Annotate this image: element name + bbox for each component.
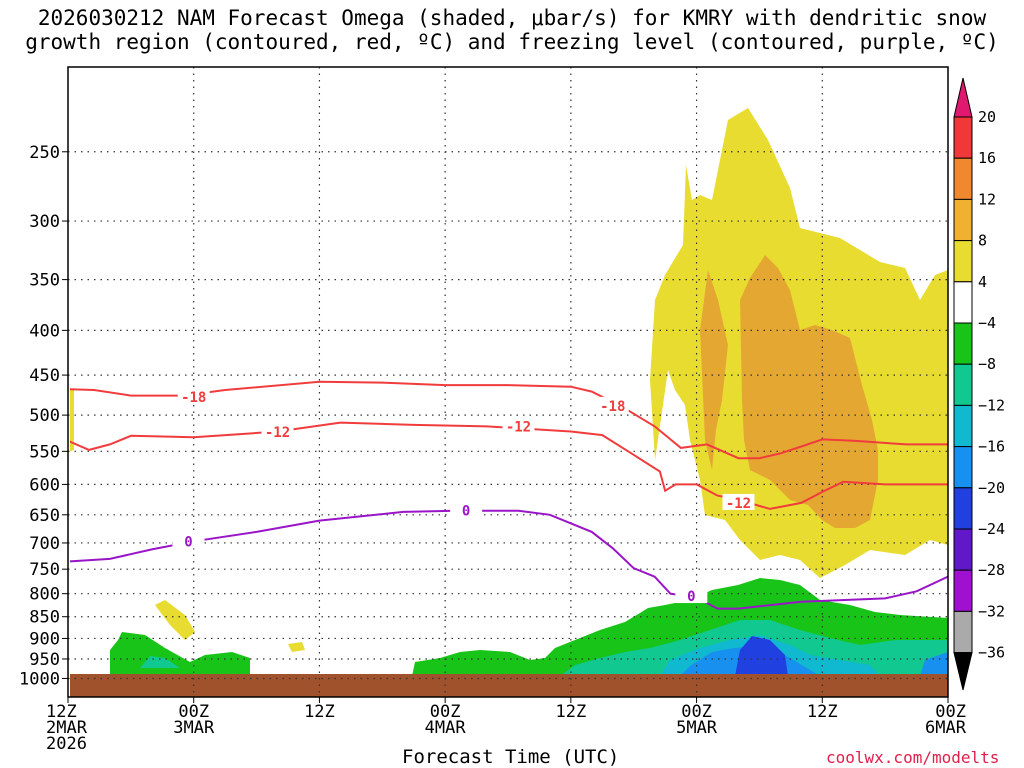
colorbar-label-5: −4 [978, 314, 996, 332]
x-tick-label-12-2: 3MAR [173, 718, 215, 738]
x-tick-label-84-2: 6MAR [925, 718, 967, 738]
colorbar-band-3 [953, 198, 973, 242]
y-tick-label-250: 250 [29, 143, 60, 163]
colorbar-label-12: −32 [978, 602, 1005, 620]
y-tick-label-950: 950 [29, 650, 60, 670]
contour-label-0-1: -18 [600, 399, 625, 415]
colorbar-band-5 [953, 281, 973, 324]
y-tick-label-700: 700 [29, 534, 60, 554]
omega-shade-4-8-dot [288, 642, 305, 652]
contour-label-bg-2-2 [675, 587, 708, 604]
omega-shading [70, 108, 948, 697]
y-tick-label-650: 650 [29, 506, 60, 526]
omega-shade-4-8-edge [70, 388, 74, 452]
y-axis: 2503003504004505005506006507007508008509… [19, 143, 68, 689]
contour-label-0-0: -18 [181, 390, 206, 406]
contour-label-2-2: 0 [687, 589, 695, 605]
contour-lines: -18 -18 -12 -12 -12 0 0 0 [70, 380, 948, 610]
y-tick-label-450: 450 [29, 366, 60, 386]
contour-label-1-1: -12 [506, 419, 531, 435]
contour-label-bg-2-0 [172, 532, 205, 549]
omega-shade-neg16-neg20-right [920, 652, 948, 676]
y-tick-label-550: 550 [29, 442, 60, 462]
colorbar-label-8: −16 [978, 438, 1005, 456]
contour-label-1-0: -12 [265, 425, 290, 441]
colorbar-label-6: −8 [978, 355, 996, 373]
colorbar-band-2 [953, 157, 973, 200]
omega-shade-8-12 [740, 255, 878, 528]
contour-label-2-1: 0 [462, 504, 470, 520]
colorbar-band-4 [953, 240, 973, 283]
y-tick-label-350: 350 [29, 271, 60, 291]
omega-shade-4-8-small [155, 600, 195, 640]
contour-label-bg-2-1 [450, 501, 483, 518]
colorbar-top-arrow [953, 77, 973, 118]
contour-label-bg-0-1 [596, 396, 629, 413]
contour-label-bg-1-1 [502, 417, 535, 434]
omega-shade-8-12-left [700, 270, 728, 470]
contour-label-1-2: -12 [726, 496, 751, 512]
colorbar-band-12 [953, 569, 973, 612]
x-tick-label-0-3: 2026 [46, 734, 87, 754]
colorbar-band-10 [953, 487, 973, 530]
colorbar-band-1 [953, 116, 973, 159]
x-tick-label-48-1: 12Z [555, 702, 586, 722]
colorbar-band-9 [953, 446, 973, 489]
colorbar-label-0: 20 [978, 108, 996, 126]
x-tick-label-72-1: 12Z [807, 702, 838, 722]
x-tick-label-0-2: 2MAR [46, 718, 88, 738]
x-tick-label-12-1: 00Z [178, 702, 209, 722]
contour-line-1--12 [70, 421, 948, 510]
contour-label-bg-1-2 [722, 493, 755, 510]
colorbar-label-7: −12 [978, 396, 1005, 414]
colorbar-bottom-arrow [953, 652, 973, 691]
x-tick-label-60-1: 00Z [681, 702, 712, 722]
omega-shade-neg20-neg24 [735, 636, 788, 676]
grid-lines [68, 67, 948, 697]
colorbar-label-13: −36 [978, 644, 1005, 662]
contour-label-bg-0-0 [177, 388, 210, 405]
contour-label-bg-1-0 [261, 423, 294, 440]
colorbar-label-4: 4 [978, 273, 987, 291]
y-tick-label-900: 900 [29, 629, 60, 649]
x-tick-label-36-2: 4MAR [425, 718, 467, 738]
plot-frame [67, 66, 949, 698]
colorbar-label-9: −20 [978, 479, 1005, 497]
x-axis-label: Forecast Time (UTC) [402, 746, 620, 768]
y-tick-label-850: 850 [29, 608, 60, 628]
y-tick-label-750: 750 [29, 560, 60, 580]
colorbar-label-10: −24 [978, 520, 1005, 538]
x-tick-label-36-1: 00Z [430, 702, 461, 722]
x-tick-label-84-1: 00Z [935, 702, 966, 722]
colorbar-label-3: 8 [978, 232, 987, 250]
y-tick-label-500: 500 [29, 406, 60, 426]
chart-title: 2026030212 NAM Forecast Omega (shaded, μ… [0, 6, 1024, 54]
contour-label-2-0: 0 [184, 534, 192, 550]
colorbar-label-11: −28 [978, 561, 1005, 579]
contour-line-2-0 [70, 509, 948, 610]
y-tick-label-800: 800 [29, 585, 60, 605]
y-tick-label-400: 400 [29, 321, 60, 341]
ground-fill [70, 674, 948, 697]
colorbar-band-7 [953, 363, 973, 406]
x-tick-label-60-2: 5MAR [676, 718, 718, 738]
y-tick-label-1000: 1000 [19, 669, 60, 689]
y-tick-label-300: 300 [29, 212, 60, 232]
x-tick-label-0-1: 12Z [46, 702, 77, 722]
y-tick-label-600: 600 [29, 475, 60, 495]
colorbar-band-8 [953, 404, 973, 448]
title-line-2: growth region (contoured, red, ºC) and f… [25, 30, 999, 54]
colorbar: 20 16 12 8 4 −4 −8 −12 −16 −20 −24 −28 −32 −36 [953, 77, 1005, 691]
x-tick-label-24-1: 12Z [304, 702, 335, 722]
colorbar-band-11 [953, 528, 973, 571]
omega-shade-neg8-neg12 [140, 656, 180, 668]
colorbar-label-1: 16 [978, 149, 996, 167]
colorbar-label-2: 12 [978, 190, 996, 208]
credit-text: coolwx.com/modelts [826, 748, 1000, 767]
colorbar-band-13 [953, 610, 973, 654]
title-line-1: 2026030212 NAM Forecast Omega (shaded, μ… [37, 6, 987, 30]
colorbar-band-6 [953, 322, 973, 365]
